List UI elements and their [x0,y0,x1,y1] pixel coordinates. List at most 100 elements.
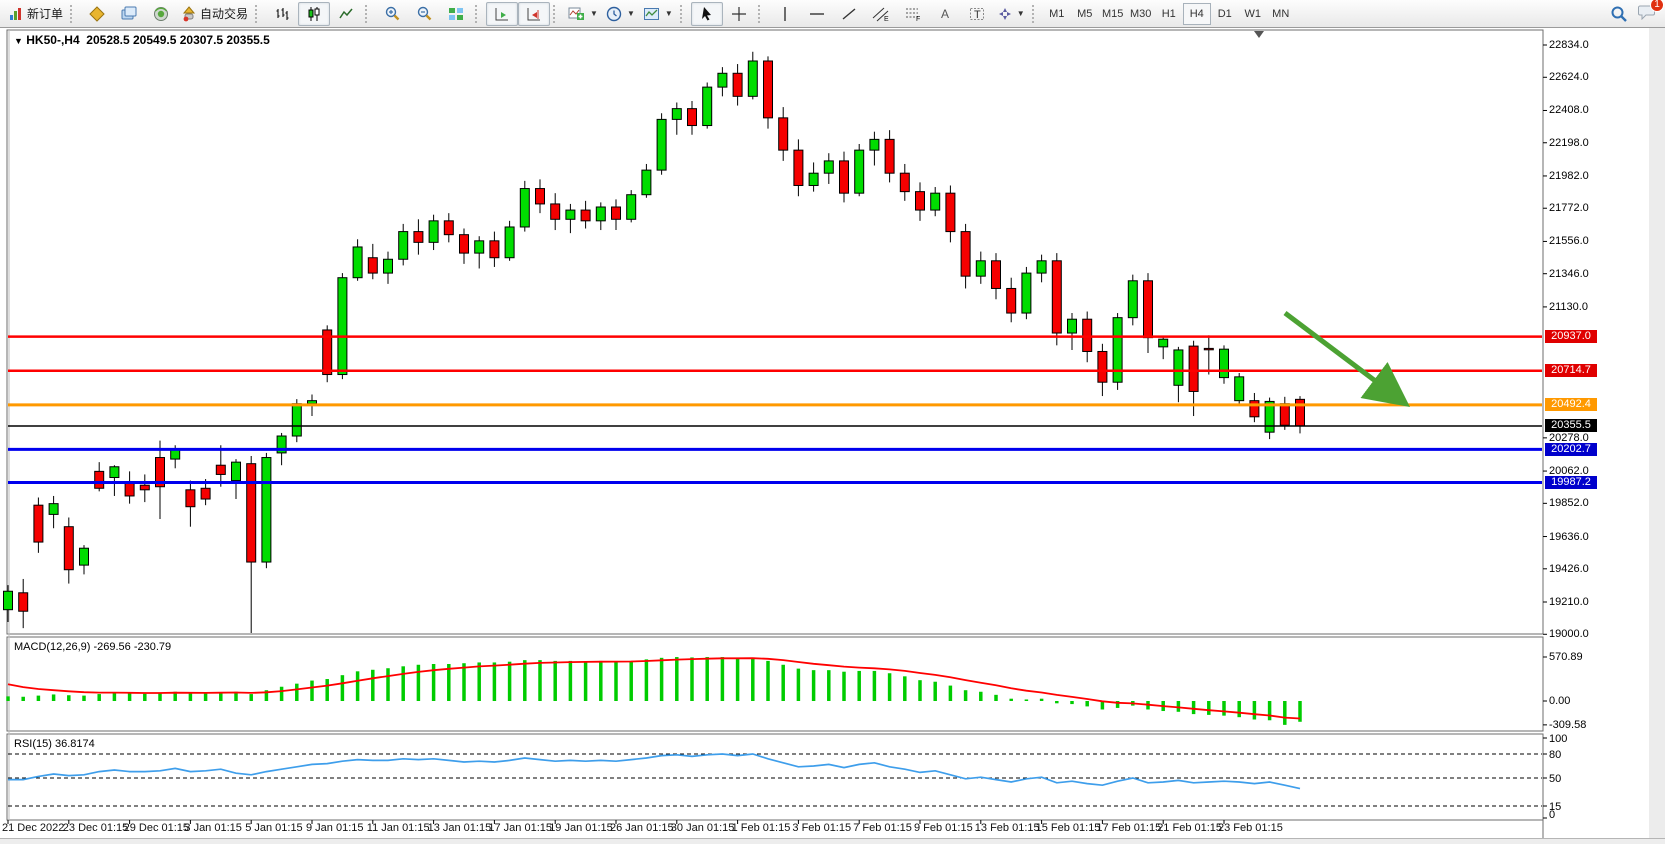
candle-body [1203,347,1214,351]
text-icon: A [941,7,949,21]
rsi-scale-label: 15 [1549,801,1562,813]
collapse-triangle-icon[interactable]: ▼ [14,36,23,46]
timeframe-button-H4[interactable]: H4 [1182,2,1211,25]
line-chart-icon [339,8,353,18]
date-axis-label: 21 Dec 2022 [2,822,65,834]
candle-body [1127,280,1138,319]
timeframe-button-D1[interactable]: D1 [1217,7,1232,20]
price-tick-label: 21130.0 [1549,300,1588,313]
price-tick-label: 20062.0 [1549,465,1589,478]
templates-button[interactable]: ▼ [639,2,677,26]
price-level-badge: 20714.7 [1545,364,1597,378]
date-axis-label: 19 Jan 01:15 [549,822,613,834]
dropdown-arrow-icon: ▼ [664,9,673,18]
cursor-tool-button[interactable] [690,1,723,26]
date-axis-label: 13 Feb 01:15 [974,822,1040,834]
timeframe-button-H1[interactable]: H1 [1161,7,1176,20]
new-order-label: 新订单 [27,7,64,21]
chart-ohlc-values: 20528.5 20549.5 20307.5 20355.5 [86,33,270,47]
bar-chart-mode-button[interactable] [266,2,298,26]
candle-body [79,547,89,566]
main-toolbar: 新订单 自动交易 [0,0,1665,28]
trendline-tool-button[interactable] [833,2,865,26]
auto-scroll-icon [495,7,509,20]
candle-body [276,435,287,454]
channel-tool-button[interactable]: E [865,2,897,26]
arrows-tool-button[interactable]: ▼ [993,2,1029,26]
candle-body [1112,317,1123,383]
vertical-line-icon [784,6,786,21]
zoom-in-button[interactable] [376,2,408,26]
trend-arrow-annotation[interactable] [1283,311,1410,408]
chart-shift-marker-icon[interactable] [1254,31,1264,38]
vertical-line-tool-button[interactable] [769,2,801,26]
candle-body [33,504,44,543]
zoom-out-button[interactable] [408,2,440,26]
chart-shift-button[interactable] [518,1,551,26]
text-tool-button[interactable]: A [929,2,961,26]
candle-body [1295,398,1305,427]
fibonacci-tool-button[interactable]: F [897,2,929,26]
candle-body [869,138,880,151]
date-axis-label: 9 Feb 01:15 [914,822,973,834]
autotrade-button[interactable]: 自动交易 [177,2,252,26]
candle-body [580,209,591,222]
timeframe-button-M1[interactable]: M1 [1049,7,1065,20]
new-order-button[interactable]: 新订单 [4,2,67,26]
toolbar-grip [553,4,560,23]
notifications-button[interactable]: 1 [1638,0,1664,25]
macd-scale-label: 570.89 [1549,650,1583,663]
toolbar-grip [679,4,687,23]
auto-scroll-button[interactable] [486,1,519,26]
search-icon[interactable] [1610,5,1628,23]
indicators-button[interactable]: ▼ [564,2,602,26]
navigator-button[interactable] [145,2,177,26]
market-watch-button[interactable] [81,2,113,26]
candle-body [474,240,485,254]
candle-body [185,489,196,508]
timeframe-button-M15[interactable]: M15 [1102,7,1124,20]
candle-body [778,117,789,151]
candle-body [443,220,454,236]
candle-body [1234,376,1245,402]
chart-title: ▼ HK50-,H4 20528.5 20549.5 20307.5 20355… [14,33,270,47]
candle-body [63,526,74,571]
dropdown-arrow-icon: ▼ [1016,9,1025,18]
price-level-badge: 19987.2 [1545,476,1597,490]
candle-body [124,481,135,497]
horizontal-line-tool-button[interactable] [801,2,833,26]
cursor-icon [701,6,711,20]
price-tick-label: 22834.0 [1549,39,1589,51]
autotrade-icon [182,5,196,21]
periods-button[interactable]: ▼ [602,2,639,26]
date-axis-label: 9 Jan 01:15 [306,822,364,834]
candle-body [3,590,13,611]
date-axis-label: 5 Jan 01:15 [245,822,303,834]
toolbar-right-group: 1 [1610,0,1664,25]
crosshair-tool-button[interactable] [723,2,755,26]
text-label-tool-button[interactable]: T [961,2,993,26]
candle-chart-mode-button[interactable] [298,1,331,26]
timeframe-button-M5[interactable]: M5 [1077,7,1093,20]
candle-body [884,138,895,174]
date-axis-label: 17 Feb 01:15 [1096,822,1162,834]
toolbar-grip [365,4,372,23]
candle-body [291,403,302,437]
candle-body [231,461,241,482]
line-chart-mode-button[interactable] [330,2,362,26]
candle-body [550,203,561,220]
timeframe-button-MN[interactable]: MN [1272,7,1290,20]
timeframe-button-W1[interactable]: W1 [1244,7,1261,20]
toolbar-grip [757,4,765,23]
candle-body [839,160,849,194]
macd-scale-label: -309.58 [1549,718,1587,731]
candle-body [641,169,652,196]
tile-windows-button[interactable] [440,2,472,26]
main-pane-border [6,29,1544,635]
timeframe-button-M30[interactable]: M30 [1130,7,1152,20]
candle-body [261,457,272,563]
data-window-button[interactable] [113,2,145,26]
candle-body [1006,287,1017,314]
chart-symbol-period: HK50-,H4 [26,33,80,47]
